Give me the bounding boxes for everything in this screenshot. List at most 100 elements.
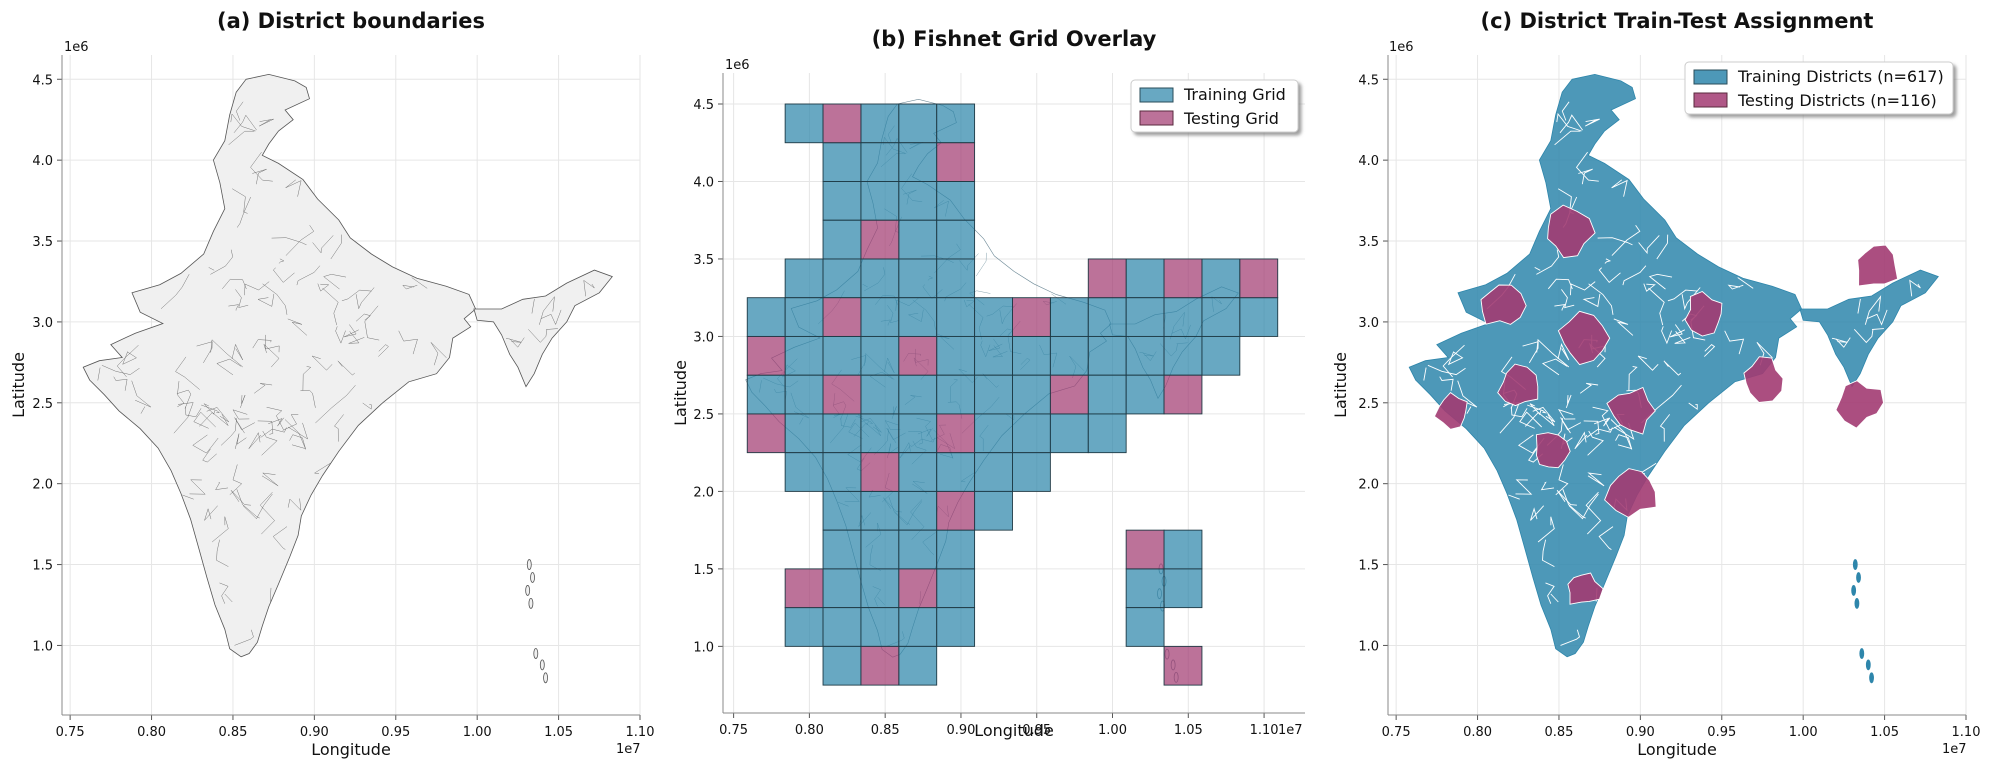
district-boundary [232,188,248,214]
district-boundary [1578,168,1593,185]
district-boundary [1604,258,1612,264]
training-grid-cell [860,568,900,609]
testing-grid-cell [1049,374,1089,415]
district-boundary [113,376,128,391]
island [1852,559,1858,570]
district-boundary [1588,283,1614,315]
training-grid-cell [784,103,824,144]
training-grid-cell [936,258,976,299]
district-boundary [266,406,284,430]
panel-train-test-assignment: (c) District Train-Test Assignment 0.75 0… [1331,9,1980,759]
district-boundary [1557,343,1570,361]
y-tick-label: 4.5 [693,98,714,113]
district-boundary [1909,279,1921,297]
district-boundary [1667,289,1698,302]
training-grid-cell [974,452,1013,492]
district-boundary [189,479,206,495]
testing-grid-cell [936,142,976,182]
training-grid-cell [822,142,862,182]
y-tick-label: 4.5 [1358,73,1379,88]
district-boundary [1585,491,1602,535]
district-boundary [1597,237,1633,246]
legend-c-label-test: Testing Districts (n=116) [1737,91,1937,110]
district-boundary [1661,326,1673,345]
training-grid-cell [1163,297,1203,337]
y-tick-label: 1.5 [1358,559,1379,574]
district-boundary [248,432,262,449]
training-grid-cell [822,645,862,686]
district-boundary [278,258,285,264]
panel-b-y-offset: 1e6 [725,58,750,73]
district-boundary [1555,464,1569,496]
district-boundary [312,235,334,254]
district-boundary [317,283,330,292]
training-grid-cell [784,413,824,454]
island [530,572,535,583]
training-grid-cell [936,103,976,144]
training-grid-cell [936,607,976,647]
training-grid-cell [1087,374,1127,415]
district-boundary [1547,278,1573,290]
district-boundary [1583,420,1600,435]
district-boundary [411,277,428,289]
training-grid-cell [1201,335,1241,376]
panel-fishnet-grid: (b) Fishnet Grid Overlay 0.75 0.80 0.85 0.9… [671,27,1305,740]
training-grid-cell [974,297,1013,337]
district-boundary [216,539,229,567]
y-tick-label: 4.0 [693,175,714,190]
district-boundary [323,274,347,290]
district-boundary [177,381,185,407]
district-boundary [1648,273,1673,290]
district-boundary [271,237,307,246]
training-grid-cell [936,374,976,415]
training-grid-cell [1087,297,1127,337]
training-grid-cell [784,374,824,415]
district-boundary [334,414,344,442]
y-tick-label: 3.5 [1358,235,1379,250]
training-grid-cell [936,181,976,221]
district-boundary [348,331,365,344]
district-boundary [1542,539,1555,567]
training-grid-cell [1125,374,1165,415]
district-boundary [1562,489,1586,519]
training-grid-cell [974,413,1013,454]
testing-grid-cell [822,103,862,144]
district-boundary [210,339,243,368]
district-boundary [1540,481,1555,491]
training-grid-cell [1163,529,1203,570]
district-boundary [261,472,279,487]
district-boundary [234,629,254,646]
training-grid-cell [898,645,938,686]
island [525,585,531,596]
training-grid-cell [974,374,1013,415]
district-boundary [244,281,270,296]
training-grid-cell [898,219,938,260]
district-boundary [1598,526,1614,550]
district-boundary [202,448,217,463]
testing-district-cluster [1743,356,1784,403]
district-boundary [1560,629,1581,646]
island [1854,597,1860,609]
legend-b-label-train: Training Grid [1183,85,1286,104]
district-boundary [240,394,246,408]
district-boundary [1568,493,1599,520]
y-tick-label: 3.0 [1358,316,1379,331]
district-boundary [234,433,247,449]
testing-grid-cell [860,219,900,260]
training-grid-cell [860,103,900,144]
x-tick-label: 0.75 [1382,725,1411,740]
training-grid-cell [898,297,938,337]
district-boundary [1565,394,1572,409]
northeast-outline [1799,269,1939,388]
x-tick-label: 1.10 [1250,723,1279,738]
training-grid-cell [898,103,938,144]
testing-grid-cell [1163,645,1203,686]
district-boundary [364,305,380,341]
district-boundary [1423,367,1427,381]
y-tick-label: 1.0 [1358,639,1379,654]
district-boundary [296,265,321,286]
x-tick-label: 0.80 [795,723,824,738]
district-boundary [1648,287,1665,326]
x-tick-label: 1.00 [463,725,492,740]
testing-grid-cell [822,297,862,337]
